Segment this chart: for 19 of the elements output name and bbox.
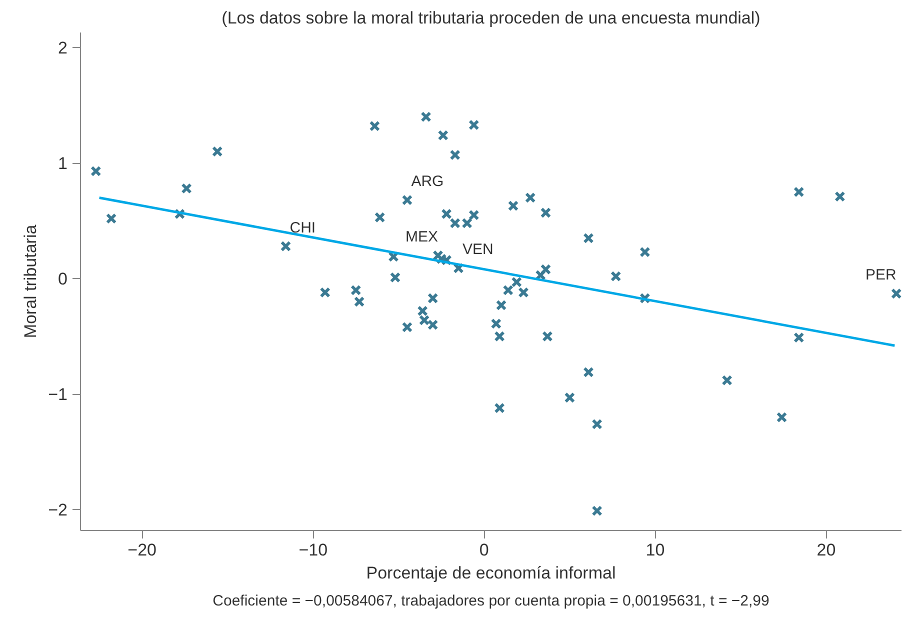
annotation: PER — [866, 266, 897, 284]
x-tick-label: −10 — [298, 540, 328, 560]
y-tick-label: 1 — [58, 154, 68, 174]
y-tick-label: 2 — [58, 38, 68, 58]
annotation: CHI — [290, 219, 316, 236]
x-tick-label: 20 — [816, 540, 836, 560]
x-tick-label: −20 — [128, 540, 156, 560]
annotation: MEX — [405, 228, 438, 246]
annotation: VEN — [462, 241, 494, 258]
y-tick-label: −1 — [48, 385, 68, 404]
y-tick-label: −2 — [48, 500, 68, 520]
text: Coeficiente = −0,00584067, trabajadores por cuenta propia = 0,00195631, t = −2,99 — [212, 592, 770, 610]
x-tick-label: 0 — [479, 540, 489, 560]
y-tick-label: 0 — [58, 270, 68, 289]
x-axis-title: Porcentaje de economía informal — [366, 564, 616, 582]
x-tick-label: 10 — [646, 540, 665, 560]
y-axis-title: Moral tributaria — [21, 224, 40, 338]
chart-title: (Los datos sobre la moral tributaria proceden de una encuesta mundial) — [222, 8, 760, 28]
annotation: ARG — [411, 173, 444, 190]
